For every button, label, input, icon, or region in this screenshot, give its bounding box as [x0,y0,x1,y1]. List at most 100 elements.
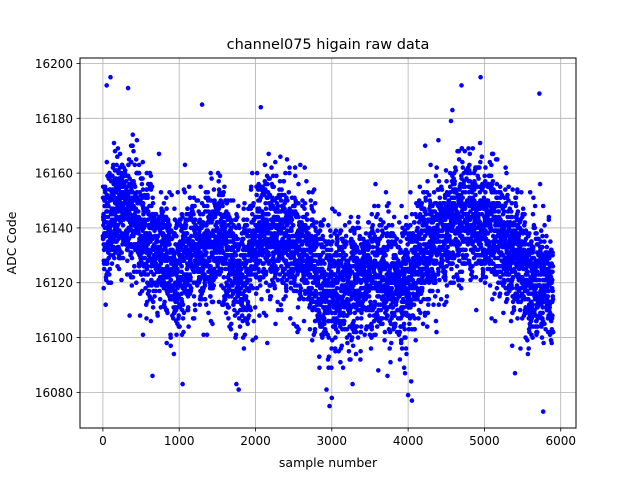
data-point [106,203,111,209]
data-point [420,321,426,327]
data-point [133,157,139,162]
data-point [144,187,150,192]
data-point [358,357,363,362]
data-point [346,349,352,354]
data-point [111,162,116,168]
data-point [368,346,374,351]
data-point [347,310,353,316]
data-point [284,288,289,294]
data-point [287,170,292,176]
data-point [382,329,388,335]
data-point [276,258,282,264]
data-point [353,351,359,357]
data-point [382,338,387,343]
data-point [212,198,217,203]
data-point [448,118,454,124]
data-point [185,305,191,310]
data-point [412,220,417,225]
data-point [216,299,222,305]
data-point [161,201,167,206]
data-point [437,277,442,283]
data-point [466,146,471,151]
data-point [180,214,185,220]
data-point [101,266,107,272]
data-point [172,206,177,211]
data-point [181,310,187,316]
data-point [108,280,114,286]
data-point [394,236,400,242]
data-point [158,305,164,310]
data-point [463,247,468,253]
data-point [469,269,475,275]
data-point [403,335,408,340]
data-point [258,283,263,288]
data-point [120,255,126,261]
data-point [467,151,473,157]
data-point [126,162,131,168]
data-point [139,288,145,294]
data-point [278,198,284,203]
data-point [198,184,203,190]
data-point [285,198,290,203]
data-point [222,296,228,302]
data-point [101,236,106,242]
data-point [302,201,308,206]
data-point [241,206,246,211]
data-point [104,261,110,266]
data-point [210,299,216,305]
data-point [422,143,428,148]
data-point [408,190,413,195]
data-point [419,201,425,206]
data-point [107,266,113,272]
data-point [239,266,244,272]
data-point [320,233,326,239]
data-point [252,305,258,310]
data-point [248,184,254,190]
data-point [370,222,376,228]
data-point [312,201,318,206]
data-point [312,327,318,332]
data-point [439,187,445,192]
data-point [289,228,294,233]
data-point [168,277,174,283]
data-point [136,162,142,168]
data-point [317,365,322,371]
data-point [275,266,280,272]
data-point [150,201,156,206]
data-point [182,162,188,168]
data-point [191,211,196,217]
data-point [444,299,449,305]
data-point [473,192,478,198]
data-point [298,162,303,168]
data-point [296,214,301,220]
data-point [416,316,421,321]
data-point [129,250,134,255]
data-point [477,165,482,170]
data-point [140,332,146,338]
data-point [301,318,307,324]
data-point [203,302,209,308]
data-point [376,203,381,209]
data-point [132,264,137,269]
data-point [109,261,115,266]
data-point [132,162,138,168]
data-point [117,151,123,157]
data-point [431,302,436,308]
data-point [362,332,368,338]
data-point [298,294,304,299]
data-point [293,173,298,179]
data-point [175,190,181,195]
data-point [434,165,440,170]
data-point [464,253,470,258]
data-point [115,222,120,228]
data-point [305,280,310,286]
data-point [112,148,118,154]
data-point [418,310,423,316]
data-point [259,296,264,302]
data-point [397,357,403,362]
data-point [408,222,413,228]
data-point [216,179,221,184]
data-point [193,217,198,222]
data-point [181,329,186,335]
data-point [380,321,385,327]
